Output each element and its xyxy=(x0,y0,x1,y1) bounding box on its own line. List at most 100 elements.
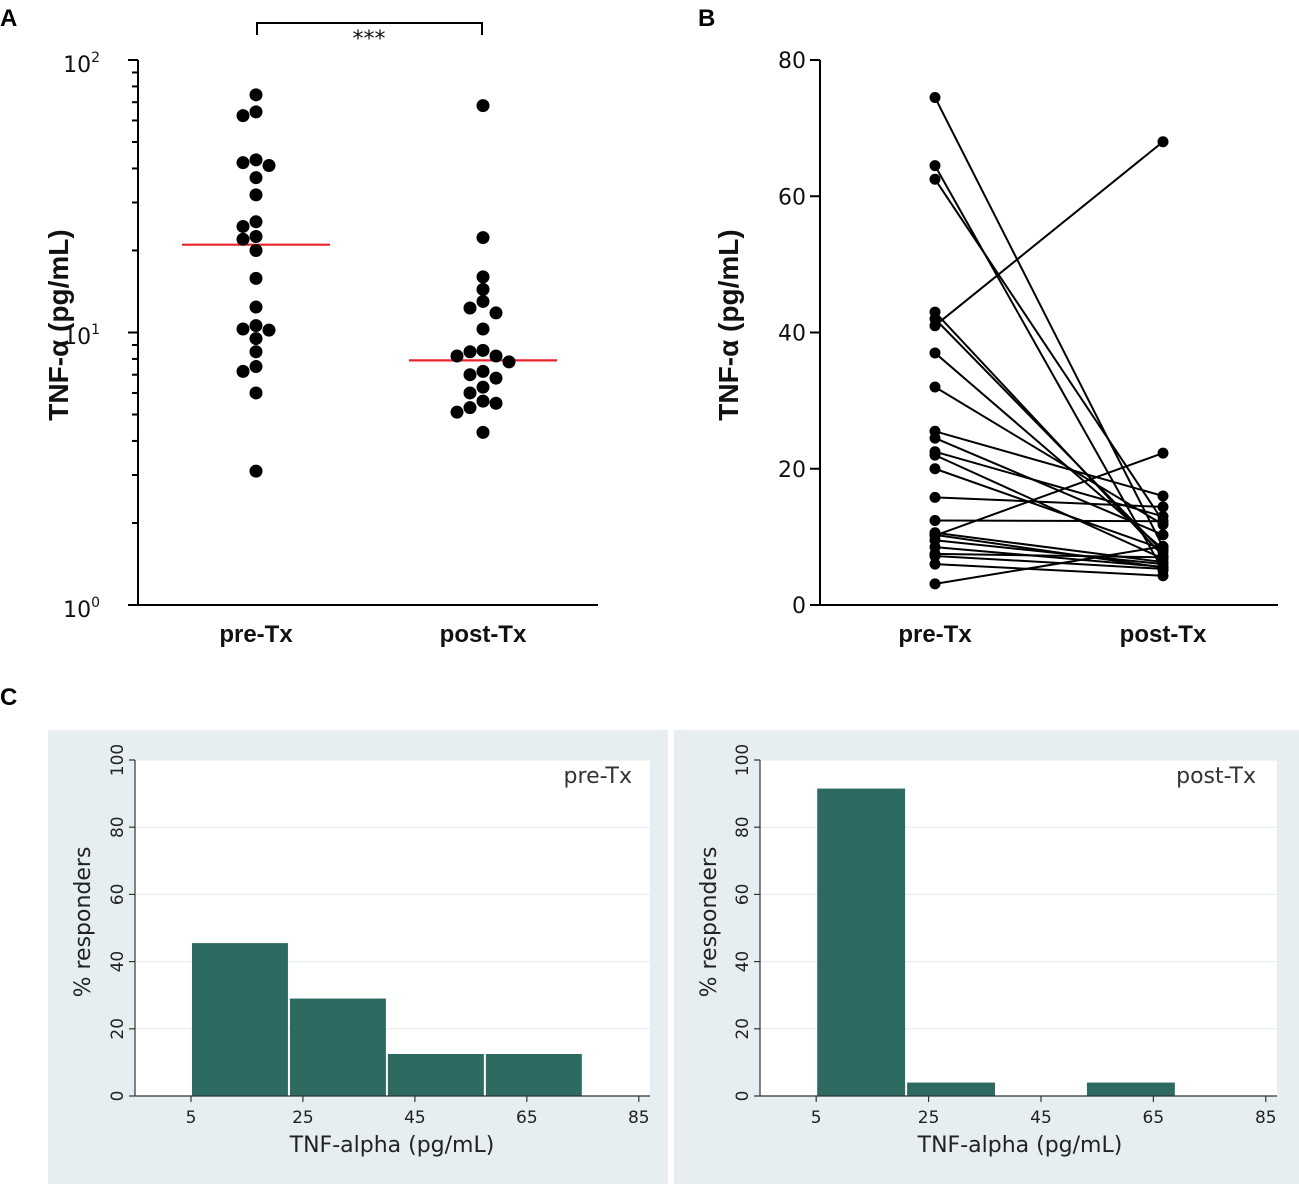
panel-b-pair-line xyxy=(934,178,1164,522)
panel-b-pair-line xyxy=(934,496,1164,508)
panel-b-pre-point xyxy=(929,347,941,359)
panel-b-pair-line xyxy=(934,546,1164,568)
panel-a-data-point-post-Tx xyxy=(476,99,490,113)
panel-a-category-pre-tx: pre-Tx xyxy=(219,621,293,648)
panel-c-left-bar-2 xyxy=(289,998,386,1096)
panel-a-data-point-post-Tx xyxy=(489,371,503,385)
panel-a-data-point-post-Tx xyxy=(463,401,477,415)
panel-a-data-point-post-Tx xyxy=(476,294,490,308)
panel-b-ytick-label: 40 xyxy=(778,322,806,347)
panel-c-left-ytick-label: 60 xyxy=(108,884,128,906)
panel-b-post-point xyxy=(1157,501,1169,513)
panel-b-pair-line xyxy=(934,552,1164,559)
panel-b-post-point xyxy=(1157,490,1169,502)
panel-a-ytick-100: 102 xyxy=(63,50,100,78)
panel-b-pair-line xyxy=(934,454,1164,560)
panel-c-right-tag: post-Tx xyxy=(1176,764,1256,789)
panel-b-pair-line xyxy=(934,545,1164,585)
panel-b-category-pre-tx: pre-Tx xyxy=(898,621,972,648)
panel-a-data-point-pre-Tx xyxy=(249,319,263,333)
panel-a-data-point-post-Tx xyxy=(489,396,503,410)
panel-b-pre-point xyxy=(929,449,941,461)
panel-b-pre-point xyxy=(929,578,941,590)
panel-b-category-post-tx: post-Tx xyxy=(1120,621,1207,648)
panel-b-pre-point xyxy=(929,173,941,185)
panel-a-data-point-pre-Tx xyxy=(249,88,263,102)
panel-c-left-xtick-label: 65 xyxy=(516,1108,538,1128)
panel-a-data-point-pre-Tx xyxy=(236,156,250,170)
panel-a-data-point-pre-Tx xyxy=(249,360,263,374)
panel-a-data-point-pre-Tx xyxy=(249,386,263,400)
panel-c-right-ytick-label: 40 xyxy=(733,951,753,973)
panel-a-data-point-post-Tx xyxy=(502,355,516,369)
panel-c-right-ytick-label: 100 xyxy=(733,744,753,776)
panel-a-data-point-pre-Tx xyxy=(249,188,263,202)
panel-b-pair-line xyxy=(934,437,1164,536)
panel-b-ytick-label: 80 xyxy=(778,49,806,74)
panel-c-left-histogram: 0 20 40 60 80 100 5 25 45 65 85 pre-Tx TNF-alpha (pg… xyxy=(71,744,650,1158)
panel-c-right-xtick-label: 5 xyxy=(811,1108,822,1128)
panel-b-pair-line xyxy=(934,533,1164,569)
panel-a-significance-label: *** xyxy=(353,27,386,52)
panel-a-y-axis-label: TNF-α (pg/mL) xyxy=(43,229,74,420)
panel-a-data-point-pre-Tx xyxy=(249,300,263,314)
panel-a-data-point-post-Tx xyxy=(476,343,490,357)
panel-a-data-point-post-Tx xyxy=(476,394,490,408)
panel-c-right-histogram: 0 20 40 60 80 100 5 25 45 65 85 post-Tx TNF-alpha (p… xyxy=(697,744,1277,1158)
panel-a-data-point-pre-Tx xyxy=(236,219,250,233)
panel-a-data-point-pre-Tx xyxy=(249,271,263,285)
panel-b-post-point xyxy=(1157,515,1169,527)
panel-a-data-point-post-Tx xyxy=(476,231,490,245)
panel-c-right-xtick-label: 85 xyxy=(1255,1108,1277,1128)
panel-c-right-xtick-label: 45 xyxy=(1030,1108,1052,1128)
panel-b-pair-line xyxy=(934,452,1164,537)
panel-b-pair-line xyxy=(934,467,1164,551)
panel-b-pair-line xyxy=(934,539,1164,566)
panel-a-data-point-pre-Tx xyxy=(249,243,263,257)
panel-a-data-point-pre-Tx xyxy=(249,230,263,244)
panel-b-pre-point xyxy=(929,550,941,562)
panel-b-ytick-label: 60 xyxy=(778,185,806,210)
panel-b-pre-point xyxy=(929,558,941,570)
panel-b-pair-line xyxy=(934,97,1164,548)
panel-a-data-point-pre-Tx xyxy=(262,323,276,337)
panel-b-pre-point xyxy=(929,91,941,103)
panel-c-left-bar-3 xyxy=(387,1054,484,1096)
panel-a-data-point-pre-Tx xyxy=(262,159,276,173)
panel-c-right-bar-2 xyxy=(907,1082,996,1096)
panel-a-chart: TNF-α (pg/mL) 100 101 102 pre-Tx post-Tx… xyxy=(43,22,598,648)
panel-a-data-point-post-Tx xyxy=(489,349,503,363)
panel-a-data-point-pre-Tx xyxy=(236,364,250,378)
panel-a-data-point-post-Tx xyxy=(463,301,477,315)
panel-c-left-x-axis-label: TNF-alpha (pg/mL) xyxy=(289,1133,495,1158)
panel-b-pre-point xyxy=(929,463,941,475)
panel-a-significance-bracket xyxy=(256,22,483,35)
panel-a-data-point-pre-Tx xyxy=(249,153,263,167)
panel-a-data-point-post-Tx xyxy=(463,386,477,400)
panel-b-pair-line xyxy=(934,519,1164,523)
panel-c-right-ytick-label: 80 xyxy=(733,816,753,838)
panel-c-left-ytick-label: 20 xyxy=(108,1018,128,1040)
panel-b-pair-line xyxy=(934,430,1164,497)
panel-letter-b: B xyxy=(698,5,715,32)
panel-b-ytick-label: 20 xyxy=(778,458,806,483)
panel-c-right-ytick-label: 20 xyxy=(733,1018,753,1040)
panel-b-pre-point xyxy=(929,381,941,393)
panel-a-data-point-pre-Tx xyxy=(236,109,250,123)
panel-c-left-xtick-label: 5 xyxy=(186,1108,197,1128)
panel-a-category-post-tx: post-Tx xyxy=(440,621,527,648)
panel-a-data-point-post-Tx xyxy=(463,368,477,382)
panel-c-right-xtick-label: 25 xyxy=(918,1108,940,1128)
panel-a-data-point-post-Tx xyxy=(476,364,490,378)
panel-a-data-point-pre-Tx xyxy=(236,322,250,336)
panel-c-left-xtick-label: 45 xyxy=(404,1108,426,1128)
panel-a-data-point-post-Tx xyxy=(489,306,503,320)
panel-a-ytick-10: 101 xyxy=(63,322,100,350)
panel-c-left-tag: pre-Tx xyxy=(564,764,632,789)
panel-b-post-point xyxy=(1157,551,1169,563)
panel-c-left-ytick-label: 0 xyxy=(108,1091,128,1102)
panel-b-ytick-label: 0 xyxy=(792,594,806,619)
panel-a-data-point-post-Tx xyxy=(450,405,464,419)
panel-letter-c: C xyxy=(0,684,17,711)
